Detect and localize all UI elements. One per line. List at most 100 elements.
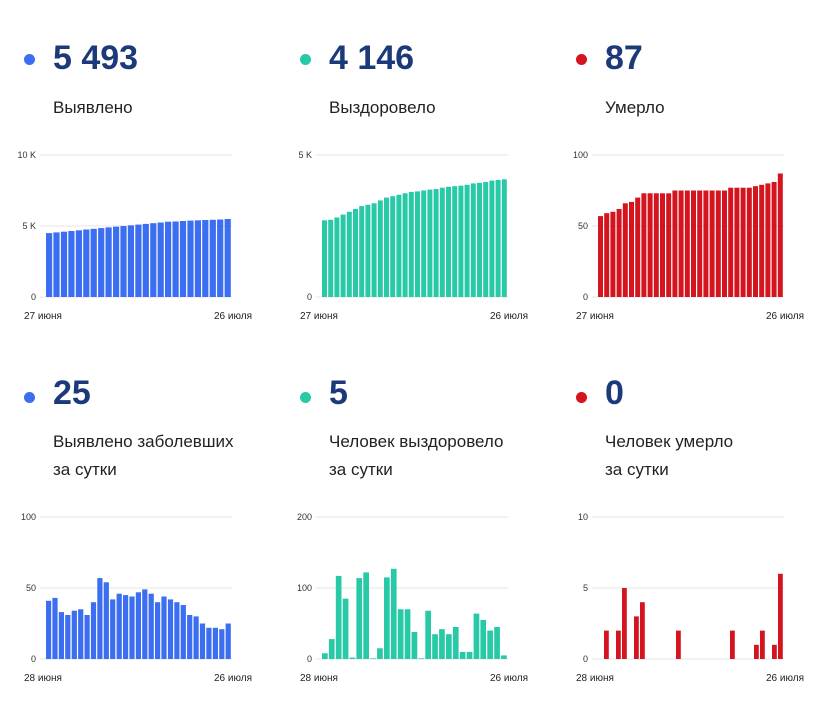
bar [219, 629, 225, 659]
bar [135, 224, 142, 297]
y-tick-label: 10 [578, 512, 588, 522]
bar [217, 219, 224, 297]
legend-dot [24, 54, 35, 65]
stat-label: Выявлено [53, 94, 133, 122]
bar [598, 216, 603, 297]
bar [174, 602, 180, 659]
bar [634, 616, 639, 659]
y-tick-label: 0 [31, 292, 36, 302]
bar [433, 189, 439, 297]
x-end-label: 26 июля [766, 311, 804, 322]
bar [604, 630, 609, 659]
y-tick-label: 50 [578, 221, 588, 231]
bar [466, 651, 473, 659]
stat-value: 5 [329, 374, 348, 412]
bar [676, 630, 681, 659]
bar [402, 193, 408, 297]
y-tick-label: 0 [583, 292, 588, 302]
bar [180, 605, 186, 659]
x-end-label: 26 июля [766, 673, 804, 684]
bar [415, 191, 420, 297]
panel-daily-recovered: 5 Человек выздоровело за сутки [300, 376, 560, 706]
bar [363, 572, 369, 659]
bar [760, 630, 765, 659]
bar [678, 190, 684, 297]
bar [672, 190, 678, 297]
bar [439, 629, 445, 659]
bar [730, 630, 735, 659]
bar [640, 602, 645, 659]
x-start-label: 28 июня [24, 673, 62, 684]
bar [384, 197, 389, 297]
bar [439, 187, 445, 297]
bar [501, 655, 507, 659]
x-end-label: 26 июля [490, 311, 528, 322]
bar [715, 190, 721, 297]
bar [75, 230, 82, 297]
stat-label-line2: за сутки [605, 460, 669, 479]
bar [452, 627, 459, 659]
bar [97, 578, 103, 659]
bar [356, 578, 363, 659]
bar [728, 187, 734, 297]
stat-value: 4 146 [329, 39, 415, 77]
bar [187, 615, 193, 659]
bar [616, 630, 621, 659]
y-tick-label: 100 [297, 583, 312, 593]
bar [206, 627, 212, 659]
bar [212, 627, 218, 659]
bar [384, 577, 390, 659]
x-start-label: 27 июня [24, 311, 62, 322]
bar [322, 220, 327, 297]
bar [452, 186, 458, 297]
bar [753, 186, 758, 297]
legend-dot [576, 54, 587, 65]
bar [127, 225, 134, 297]
bar [754, 644, 759, 659]
bar [150, 223, 157, 297]
bar [377, 200, 383, 297]
stat-value: 25 [53, 374, 91, 412]
bar [411, 632, 418, 659]
chart-total-recovered: 0 5 K 27 июня 26 июля [298, 150, 528, 322]
y-tick-label: 0 [583, 654, 588, 664]
bar [365, 204, 371, 297]
bar [370, 658, 376, 659]
stat-label: Умерло [605, 94, 665, 122]
panel-total-cases: 5 493 Выявлено [24, 38, 284, 368]
bar [377, 648, 383, 659]
bar [709, 190, 715, 297]
bar [635, 197, 641, 297]
bar [390, 568, 397, 659]
y-tick-label: 50 [26, 583, 36, 593]
bar [359, 206, 365, 297]
bar [167, 599, 174, 659]
bar [142, 223, 149, 297]
stat-value: 87 [605, 39, 643, 77]
bar [622, 588, 627, 659]
bar [353, 209, 358, 297]
bar [65, 615, 71, 659]
legend-dot [300, 54, 311, 65]
y-tick-label: 5 [583, 583, 588, 593]
chart-daily-cases: 0 50 100 28 июня 26 июля [21, 512, 252, 684]
bar [83, 229, 90, 297]
bar [120, 226, 127, 297]
bar [103, 582, 109, 659]
bar [172, 221, 179, 297]
x-start-label: 27 июня [576, 311, 614, 322]
bar [446, 634, 452, 659]
bar [68, 231, 75, 297]
bar [722, 190, 727, 297]
bar [494, 627, 500, 659]
bar [90, 602, 97, 659]
bar [179, 221, 187, 297]
bar [224, 219, 231, 297]
bar [193, 616, 199, 659]
stat-label: Выявлено заболевших за сутки [53, 428, 233, 484]
y-tick-label: 5 K [298, 150, 312, 160]
bar [58, 612, 64, 659]
stat-label-line1: Выздоровело [329, 98, 436, 117]
legend-dot [300, 392, 311, 403]
bar [349, 657, 356, 659]
